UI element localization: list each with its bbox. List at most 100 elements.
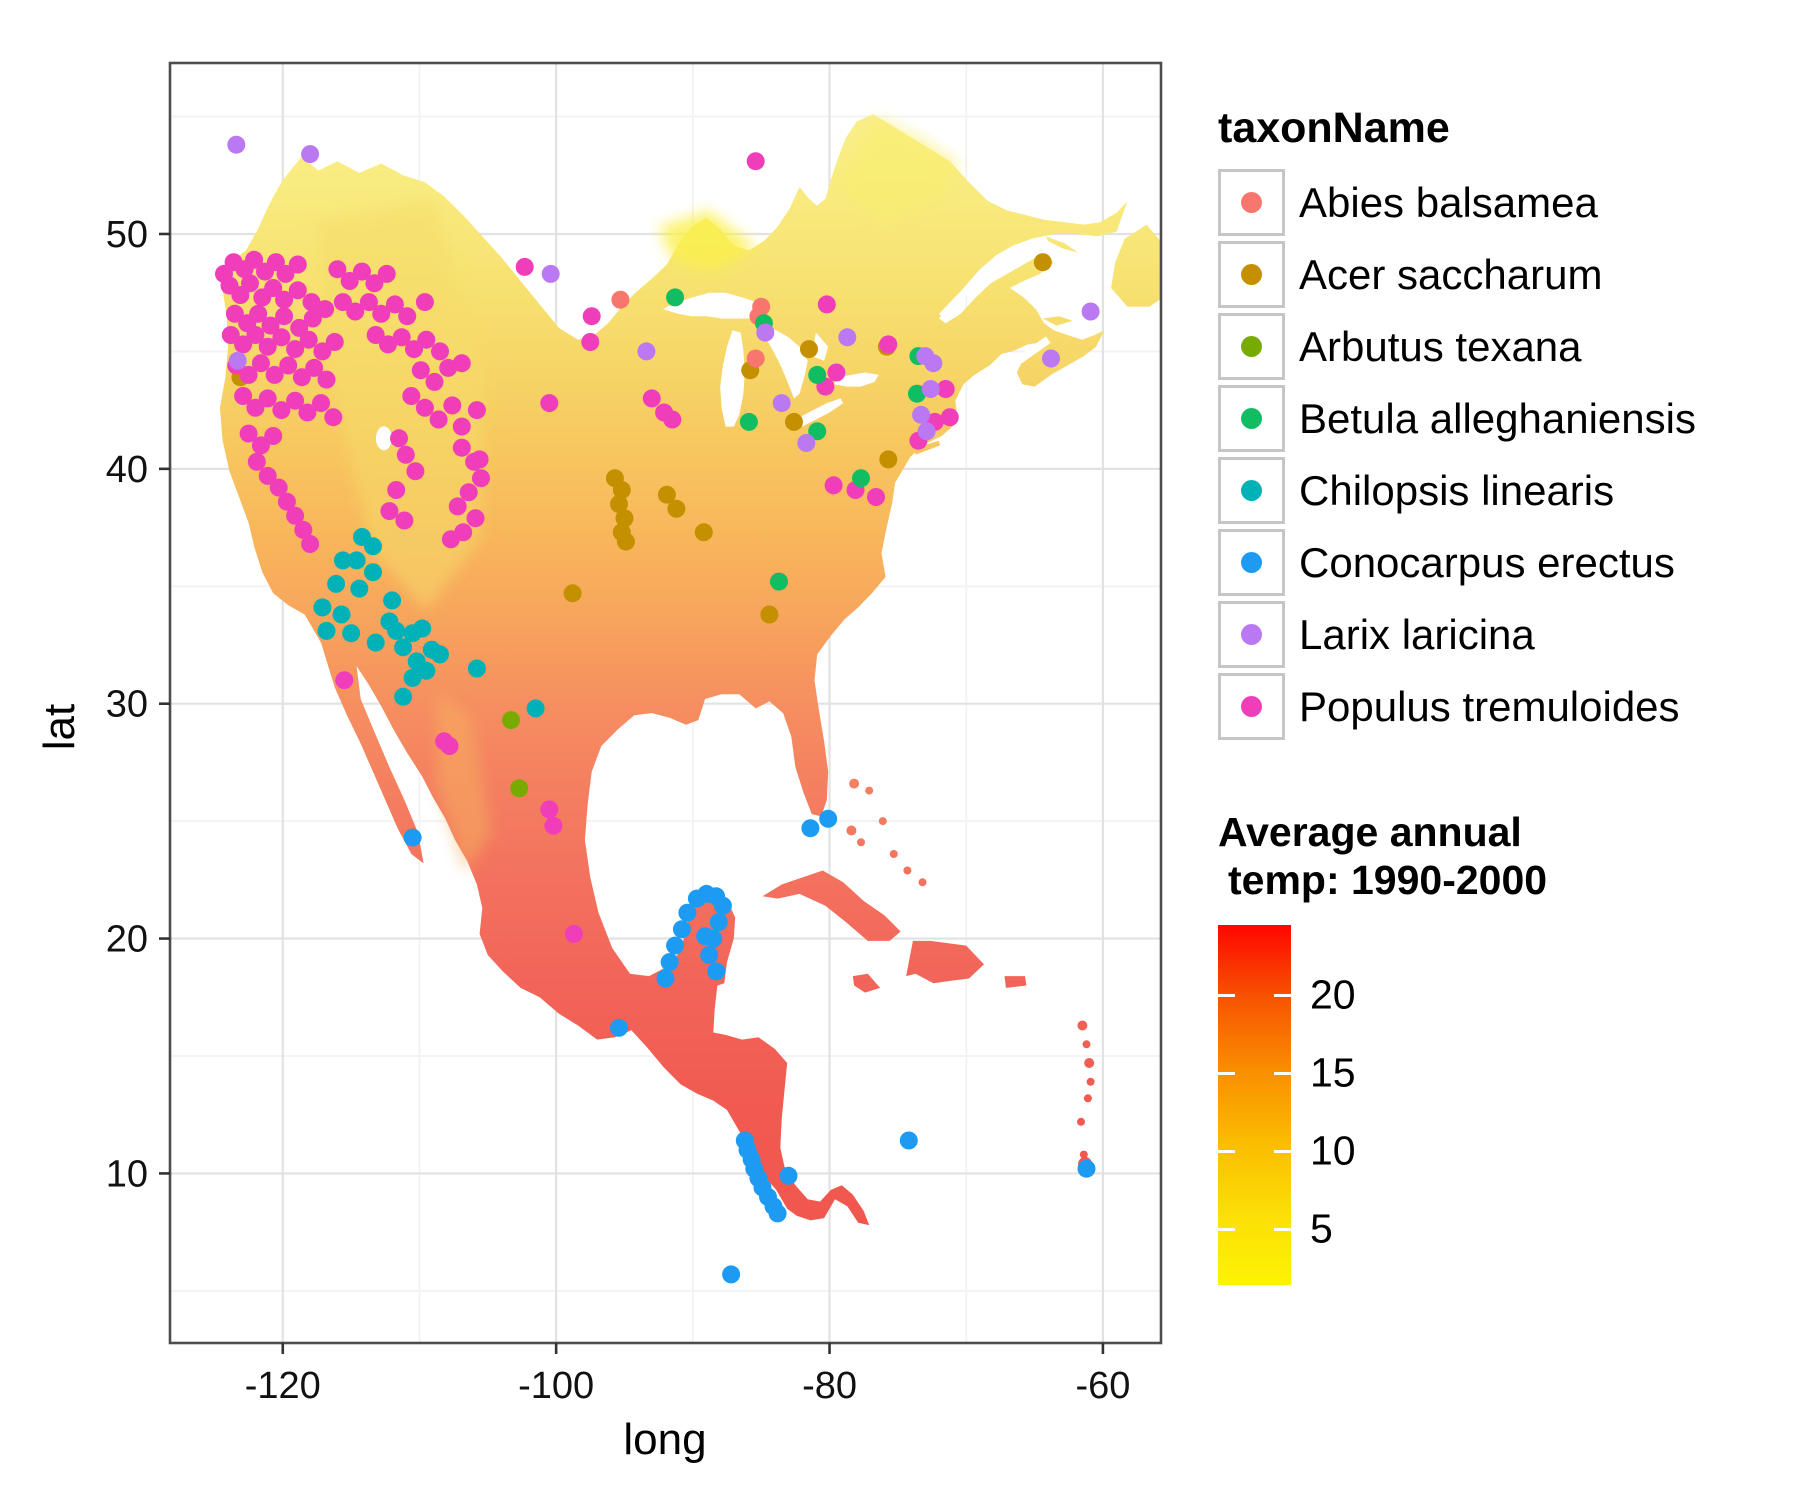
occurrence-point [245, 250, 264, 269]
colorbar-tick-left [1218, 993, 1235, 997]
island [1042, 316, 1073, 326]
occurrence-point [333, 551, 352, 570]
small-island [1077, 1020, 1088, 1031]
legend-item-label: Conocarpus erectus [1299, 538, 1675, 586]
occurrence-point [387, 481, 406, 499]
occurrence-point [526, 699, 545, 718]
occurrence-point [1081, 302, 1100, 321]
occurrence-point [394, 638, 413, 657]
occurrence-point [415, 293, 434, 312]
occurrence-point [663, 410, 682, 429]
occurrence-point [563, 584, 582, 603]
colorbar-tick-left [1218, 1227, 1235, 1231]
occurrence-point [564, 924, 583, 943]
occurrence-point [247, 452, 266, 471]
occurrence-point [411, 361, 430, 380]
occurrence-point [452, 417, 471, 436]
occurrence-point [234, 335, 253, 354]
occurrence-point [364, 563, 382, 582]
occurrence-point [540, 394, 559, 413]
occurrence-point [377, 264, 396, 283]
lake [662, 292, 770, 319]
occurrence-point [921, 380, 940, 398]
occurrence-point [366, 633, 385, 652]
occurrence-point [359, 293, 378, 312]
occurrence-point [264, 279, 283, 297]
occurrence-point [249, 304, 268, 323]
occurrence-point [272, 328, 291, 347]
legend-item: Abies balsamea [1218, 169, 1793, 236]
colorbar-tick-label: 20 [1310, 971, 1356, 1018]
colorbar-tick-right [1274, 993, 1291, 997]
lake [720, 330, 745, 427]
occurrence-point [610, 1018, 628, 1037]
occurrence-point [852, 469, 870, 488]
occurrence-point [801, 819, 820, 838]
occurrence-point [899, 1131, 918, 1150]
occurrence-point [372, 304, 391, 323]
occurrence-point [672, 920, 691, 939]
series-populus-tremuloides [215, 152, 959, 943]
occurrence-point [277, 492, 296, 511]
occurrence-point [405, 340, 423, 359]
occurrence-point [286, 391, 305, 410]
occurrence-point [286, 506, 305, 525]
occurrence-point [666, 936, 685, 955]
colorbar-tick-label: 10 [1310, 1127, 1356, 1174]
lake [833, 372, 879, 387]
x-tick-label: -60 [1075, 1365, 1130, 1407]
colorbar-title-line1: Average annual [1218, 809, 1522, 855]
small-island [1082, 1040, 1091, 1049]
legend-swatch-icon [1241, 552, 1262, 573]
legend-key-box [1218, 529, 1285, 596]
island [762, 870, 901, 941]
occurrence-point [1077, 1159, 1096, 1178]
y-tick-label: 50 [106, 214, 148, 256]
occurrence-point [642, 389, 661, 408]
occurrence-point [1042, 349, 1060, 368]
occurrence-point [379, 335, 397, 354]
island [1045, 236, 1079, 253]
y-tick-label: 40 [106, 449, 148, 491]
occurrence-point [470, 450, 489, 469]
occurrence-point [328, 260, 347, 279]
lake [765, 327, 808, 399]
legend-swatch-icon [1241, 624, 1262, 645]
occurrence-point [439, 358, 458, 377]
colorbar-tick-left [1218, 1071, 1235, 1075]
legend-item-label: Acer saccharum [1299, 250, 1603, 298]
occurrence-point [265, 365, 284, 384]
colorbar-title: Average annual temp: 1990-2000 [1218, 808, 1793, 905]
occurrence-point [739, 412, 758, 431]
occurrence-point [298, 403, 317, 422]
occurrence-point [610, 495, 628, 514]
great-salt-lake [375, 426, 392, 451]
taxon-legend-title: taxonName [1218, 104, 1450, 152]
temperature-region-overlay [658, 210, 758, 272]
occurrence-point [417, 661, 436, 680]
occurrence-point [365, 274, 384, 293]
island [1004, 976, 1027, 988]
occurrence-point [452, 438, 471, 457]
occurrence-point [387, 621, 406, 640]
island [852, 973, 881, 993]
occurrence-point [299, 330, 318, 349]
occurrence-point [269, 478, 288, 497]
occurrence-point [276, 264, 295, 283]
small-island [846, 825, 857, 836]
series-chilopsis-linearis [313, 528, 545, 718]
occurrence-point [694, 523, 713, 542]
small-island [1077, 1117, 1085, 1126]
occurrence-point [221, 326, 240, 344]
occurrence-point [917, 422, 936, 441]
occurrence-point [346, 302, 365, 321]
occurrence-point [366, 326, 385, 344]
legend-swatch-icon [1241, 264, 1262, 285]
occurrence-point [452, 354, 471, 373]
occurrence-point [713, 896, 732, 915]
occurrence-point [1033, 253, 1052, 272]
occurrence-point [838, 328, 857, 347]
occurrence-point [292, 368, 311, 387]
occurrence-point [392, 328, 411, 347]
